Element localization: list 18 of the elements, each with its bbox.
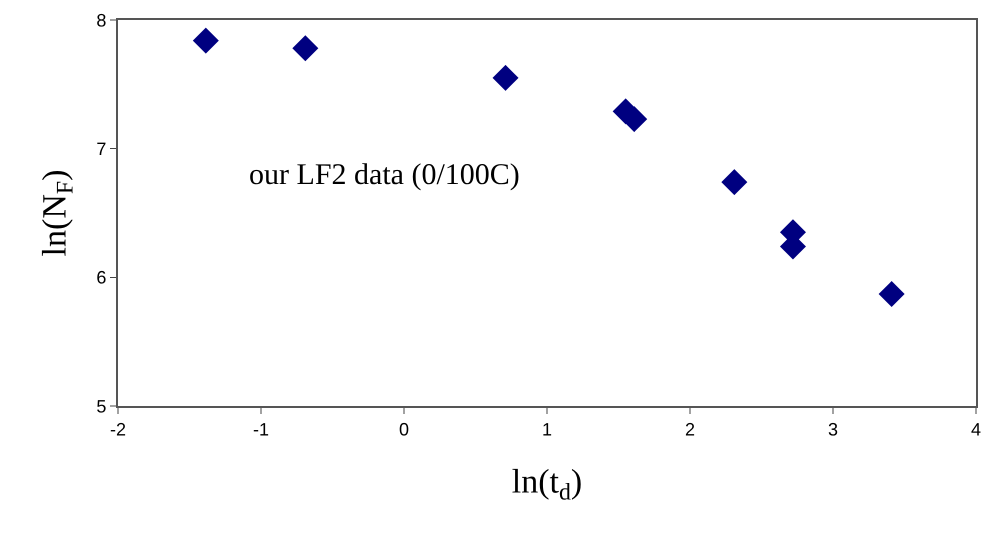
point [192,28,219,54]
x-tick-label: 4 [970,420,982,440]
y-tick-label: 8 [96,10,106,30]
y-tick-label: 7 [96,138,106,159]
point [878,281,905,308]
x-axis-title: ln(t$_{d}$) [512,463,582,506]
x-tick-label: 2 [684,420,696,440]
x-tick-label: 0 [398,420,410,440]
x-tick-label: 1 [542,420,552,440]
point [721,169,748,196]
point [492,64,519,91]
x-tick-label: 3 [828,420,838,440]
y-tick-label: 6 [96,268,106,288]
annotation: our LF2 data (0/100C) [249,158,520,191]
y-tick-label: 5 [96,396,106,416]
x-tick-label: -2 [110,420,126,440]
point [292,35,318,62]
x-tick-label: -1 [252,420,270,440]
